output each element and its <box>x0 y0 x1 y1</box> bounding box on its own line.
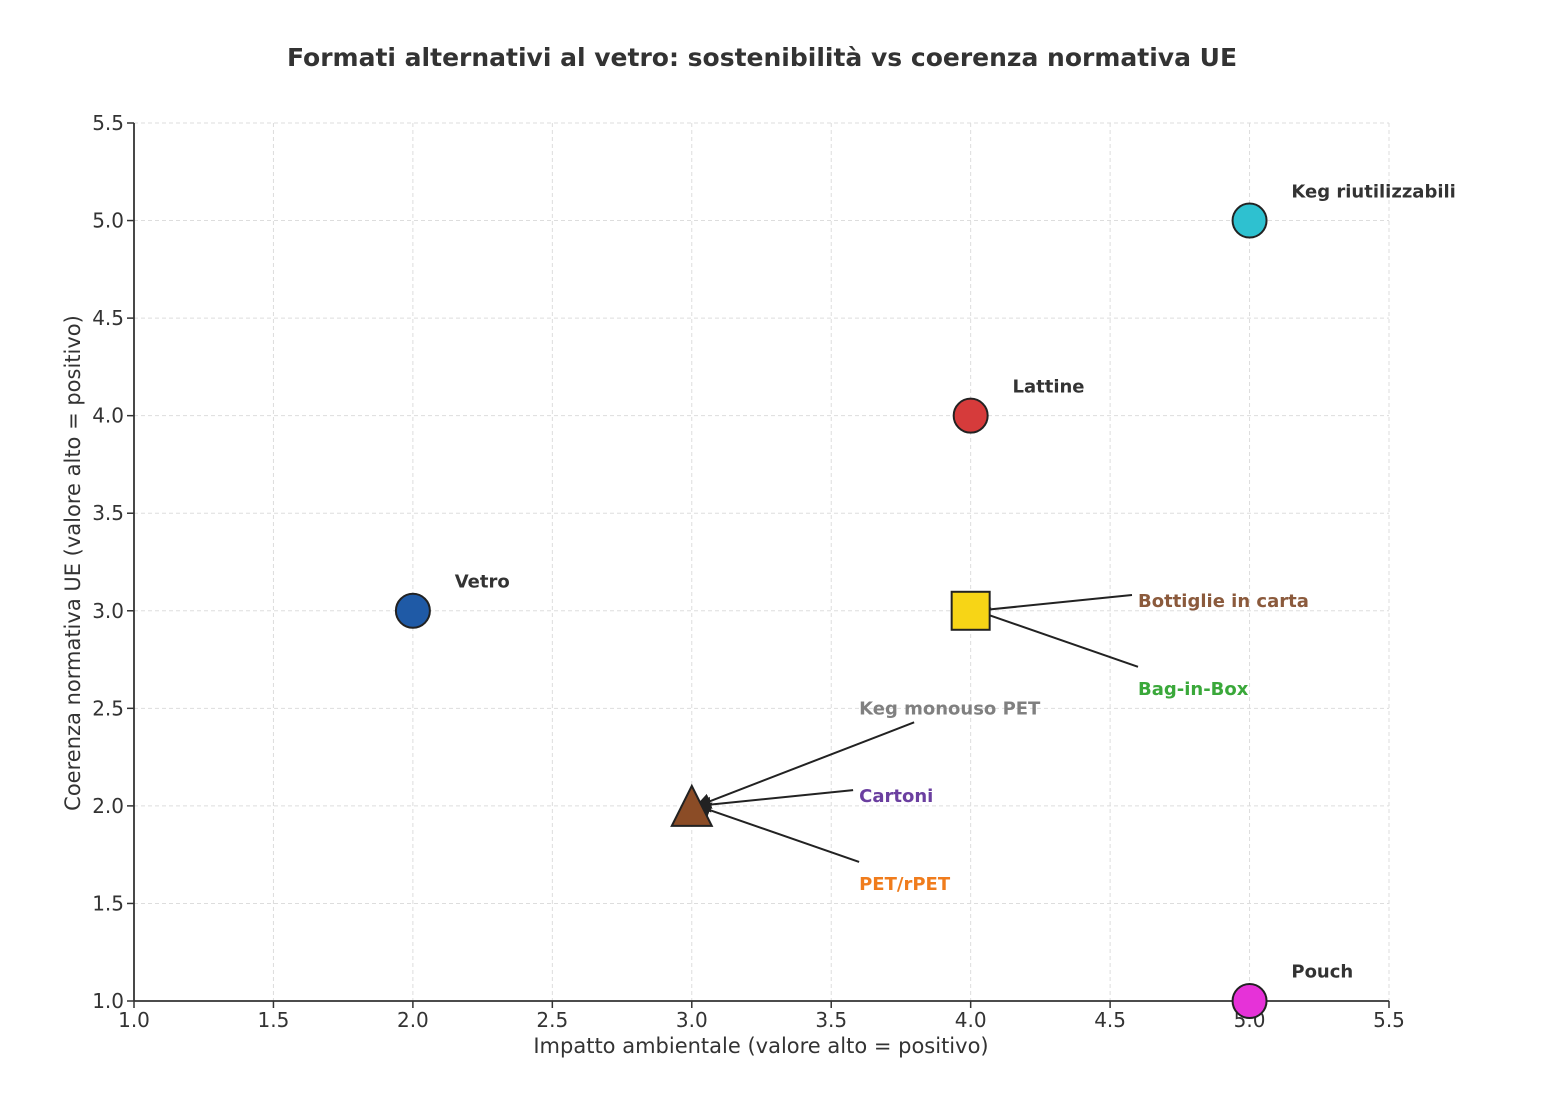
point-label: PET/rPET <box>859 874 951 895</box>
point-label: Bottiglie in carta <box>1138 591 1309 612</box>
x-tick-label: 1.0 <box>118 1008 150 1032</box>
point-label: Keg riutilizzabili <box>1291 181 1455 202</box>
point-label: Pouch <box>1291 962 1353 983</box>
chart-title: Formati alternativi al vetro: sostenibil… <box>287 43 1237 72</box>
y-tick-label: 5.0 <box>92 209 124 233</box>
x-axis-title: Impatto ambientale (valore alto = positi… <box>533 1034 988 1058</box>
point-label: Lattine <box>1013 376 1085 397</box>
marker-keg-riutilizzabili <box>1231 202 1268 239</box>
x-tick-label: 4.5 <box>1094 1008 1126 1032</box>
y-axis-ticks: 1.0 1.5 2.0 2.5 3.0 3.5 4.0 4.5 5.0 5.5 <box>92 111 134 1013</box>
annotation-arrow <box>973 594 1133 618</box>
x-tick-label: 3.0 <box>676 1008 708 1032</box>
annotation-arrow <box>973 607 1139 668</box>
y-tick-label: 3.0 <box>92 599 124 623</box>
x-tick-label: 5.5 <box>1373 1008 1405 1032</box>
y-tick-label: 5.5 <box>92 111 124 135</box>
y-tick-label: 4.5 <box>92 306 124 330</box>
x-tick-label: 4.0 <box>955 1008 987 1032</box>
point-label: Keg monouso PET <box>859 698 1041 719</box>
y-tick-label: 2.5 <box>92 696 124 720</box>
x-tick-label: 1.5 <box>258 1008 290 1032</box>
annotation-arrow <box>694 802 860 863</box>
point-label: Vetro <box>455 572 510 593</box>
y-tick-label: 4.0 <box>92 404 124 428</box>
axes <box>133 123 1389 1002</box>
point-labels: Vetro Lattine Keg riutilizzabili Pouch Botti… <box>455 181 1456 982</box>
marker-pouch <box>1231 983 1268 1019</box>
y-tick-label: 1.5 <box>92 891 124 915</box>
data-markers <box>394 202 1268 1019</box>
marker-triangle <box>670 783 714 827</box>
x-tick-label: 2.0 <box>397 1008 429 1032</box>
y-tick-label: 3.5 <box>92 501 124 525</box>
x-tick-label: 3.5 <box>815 1008 847 1032</box>
marker-vetro <box>394 592 431 629</box>
annotation-arrows <box>694 594 1139 863</box>
annotation-arrow <box>694 789 854 813</box>
y-tick-label: 1.0 <box>92 989 124 1013</box>
x-axis-ticks: 1.0 1.5 2.0 2.5 3.0 3.5 4.0 4.5 5.0 5.5 <box>118 1001 1405 1032</box>
marker-lattine <box>952 397 989 434</box>
x-tick-label: 2.5 <box>536 1008 568 1032</box>
grid <box>133 122 1390 1002</box>
marker-square <box>950 590 991 631</box>
annotation-arrow <box>694 721 915 809</box>
y-tick-label: 2.0 <box>92 794 124 818</box>
point-label: Bag-in-Box <box>1138 679 1249 700</box>
y-axis-title: Coerenza normativa UE (valore alto = pos… <box>61 315 85 811</box>
point-label: Cartoni <box>859 786 933 807</box>
